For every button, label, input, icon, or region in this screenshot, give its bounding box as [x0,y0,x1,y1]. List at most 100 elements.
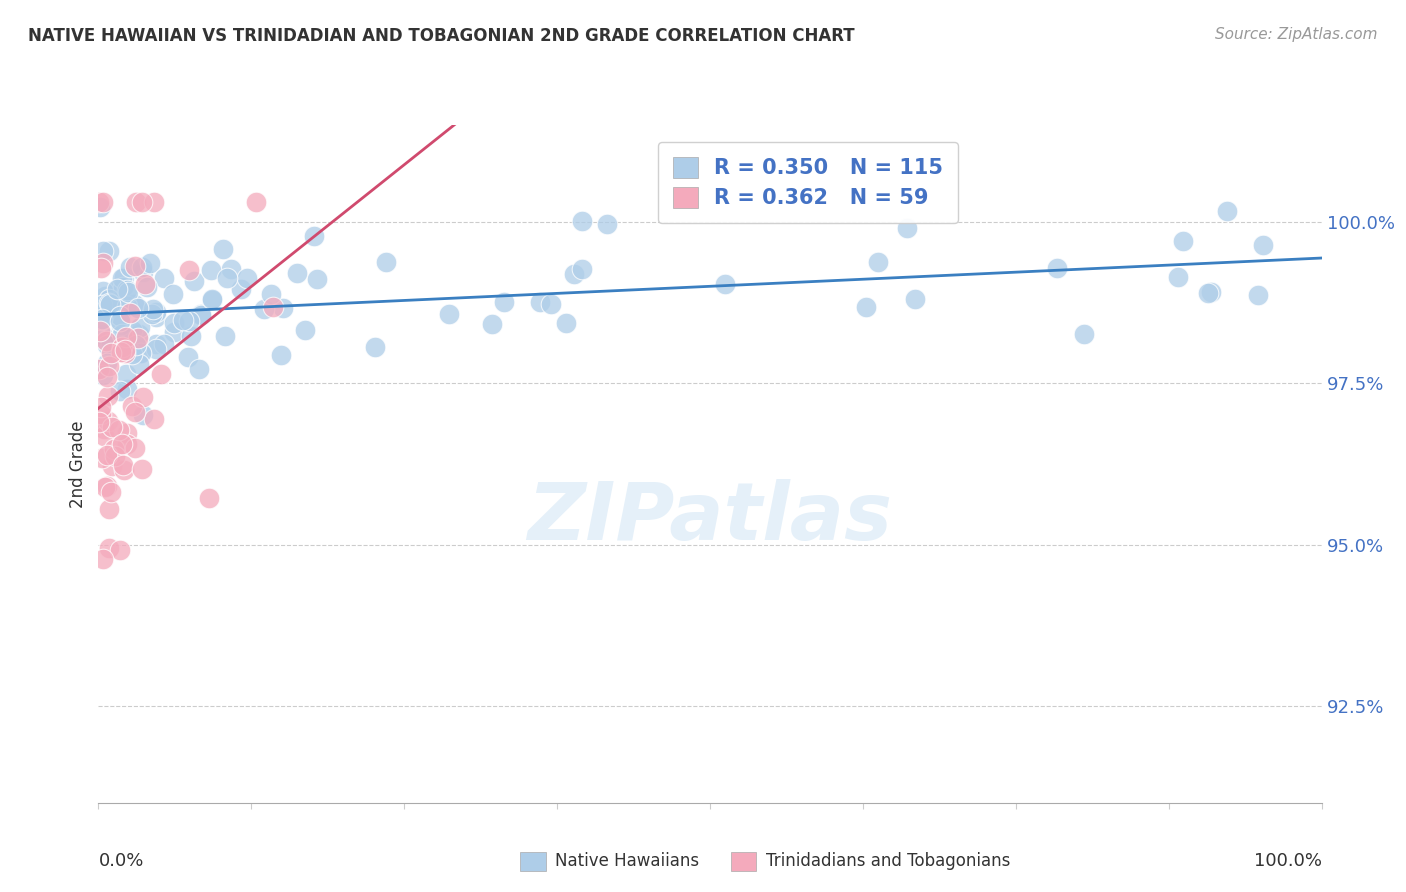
Point [112,298,135,312]
Point [115,283,138,297]
Point [540,297,562,311]
Point [101,339,124,353]
Point [125,299,148,313]
Point [1216,203,1239,218]
Text: 100.0%: 100.0% [1254,852,1322,870]
Point [125,337,148,351]
Point [89,362,111,376]
Point [93,422,115,436]
Point [111,326,134,341]
Point [197,491,219,505]
Text: Trinidadians and Tobagonians: Trinidadians and Tobagonians [766,852,1011,870]
Point [129,320,152,334]
Point [253,301,276,316]
Point [104,450,127,464]
Point [94,334,117,349]
Point [304,229,326,244]
Point [91,305,114,319]
Text: Native Hawaiians: Native Hawaiians [555,852,700,870]
Point [90,313,112,327]
Point [571,261,593,276]
Point [1197,286,1219,301]
Point [131,260,153,274]
Point [110,314,132,328]
Point [1073,327,1095,342]
Point [1167,269,1189,284]
Point [1247,288,1270,302]
Point [481,317,503,331]
Point [100,335,122,350]
Text: 0.0%: 0.0% [98,852,143,870]
Point [91,284,114,298]
Point [111,436,134,450]
Point [97,359,120,373]
Point [896,221,918,235]
Point [105,281,128,295]
Point [190,308,212,322]
Point [96,338,118,352]
Point [124,260,146,274]
Point [96,370,118,384]
Point [117,285,139,299]
Point [262,300,284,314]
Point [124,405,146,419]
Point [117,382,139,396]
Point [112,269,135,284]
Point [236,270,259,285]
Point [271,301,294,316]
Point [128,357,150,371]
Point [375,255,398,269]
Point [98,297,121,311]
Point [108,543,131,558]
Point [364,340,387,354]
Point [98,541,121,555]
Point [114,343,136,357]
Point [125,195,148,210]
Point [177,350,200,364]
Point [245,195,267,210]
Point [110,309,132,323]
Point [94,289,117,303]
Point [100,346,122,360]
Point [132,390,155,404]
Point [97,501,120,516]
Point [131,461,153,475]
Point [134,277,156,291]
Point [1046,261,1069,276]
Point [562,267,585,281]
Point [121,323,143,337]
Point [270,347,292,361]
Point [129,345,152,359]
Point [142,302,165,317]
Text: NATIVE HAWAIIAN VS TRINIDADIAN AND TOBAGONIAN 2ND GRADE CORRELATION CHART: NATIVE HAWAIIAN VS TRINIDADIAN AND TOBAG… [28,27,855,45]
Point [131,345,153,359]
Point [596,217,619,231]
Point [91,311,114,326]
Point [89,324,111,338]
Point [163,325,186,339]
Point [97,414,120,428]
Point [215,271,238,285]
Point [127,301,149,316]
Point [131,195,153,210]
Point [135,280,157,294]
Point [145,343,167,357]
Point [93,244,115,258]
Point [1173,234,1195,248]
Point [179,314,201,328]
Point [90,400,112,414]
Point [437,307,460,321]
Text: Source: ZipAtlas.com: Source: ZipAtlas.com [1215,27,1378,42]
Point [121,399,143,413]
Point [183,274,205,288]
Point [145,305,167,319]
Point [114,463,136,477]
Point [97,293,120,307]
Point [100,484,122,499]
Point [260,286,283,301]
Point [90,260,112,275]
Point [115,299,138,313]
Point [163,316,186,330]
Point [89,415,111,429]
Point [141,307,163,321]
